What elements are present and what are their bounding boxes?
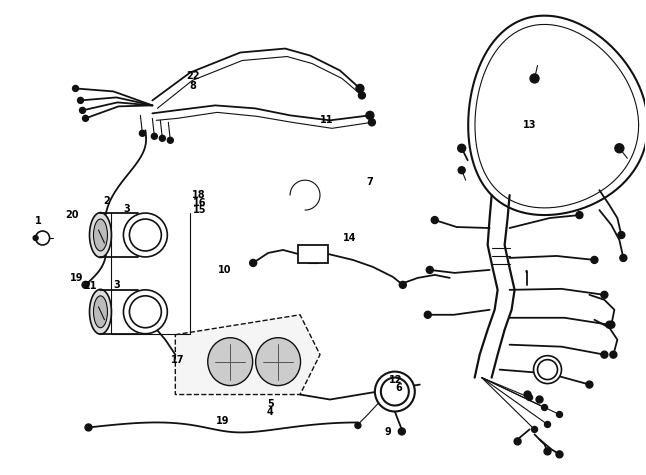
Circle shape <box>432 217 438 224</box>
Circle shape <box>601 291 608 298</box>
Circle shape <box>586 381 593 388</box>
Circle shape <box>83 115 89 121</box>
Ellipse shape <box>90 213 112 257</box>
Text: 20: 20 <box>65 210 78 220</box>
Ellipse shape <box>256 338 300 386</box>
Ellipse shape <box>208 338 253 386</box>
Circle shape <box>537 360 557 380</box>
Circle shape <box>249 259 256 266</box>
Circle shape <box>72 86 79 91</box>
Circle shape <box>576 211 583 218</box>
Text: 13: 13 <box>523 120 536 130</box>
Circle shape <box>426 266 433 274</box>
Circle shape <box>608 321 615 328</box>
Circle shape <box>514 438 521 445</box>
Bar <box>298 245 328 263</box>
Circle shape <box>129 219 162 251</box>
Text: 4: 4 <box>267 407 273 417</box>
Circle shape <box>151 133 158 139</box>
Text: 7: 7 <box>366 177 373 187</box>
Circle shape <box>368 119 375 126</box>
Circle shape <box>610 351 617 358</box>
Text: 19: 19 <box>216 416 230 426</box>
Polygon shape <box>175 315 320 395</box>
Text: 17: 17 <box>171 355 185 365</box>
Text: 10: 10 <box>218 265 232 275</box>
Circle shape <box>526 395 532 400</box>
Circle shape <box>129 296 162 328</box>
Circle shape <box>536 396 543 403</box>
Circle shape <box>123 213 167 257</box>
Circle shape <box>399 281 406 288</box>
Text: 3: 3 <box>113 280 120 290</box>
Circle shape <box>366 111 374 119</box>
Text: 11: 11 <box>320 115 333 125</box>
Text: 8: 8 <box>189 81 196 91</box>
Circle shape <box>399 428 405 435</box>
Circle shape <box>82 281 89 288</box>
Circle shape <box>36 231 50 245</box>
Circle shape <box>375 371 415 411</box>
Circle shape <box>534 356 561 384</box>
Circle shape <box>381 378 409 406</box>
Text: 22: 22 <box>186 71 200 82</box>
Circle shape <box>140 130 145 136</box>
Circle shape <box>355 422 361 428</box>
Text: 16: 16 <box>193 199 206 209</box>
Text: 14: 14 <box>343 233 357 244</box>
Text: 12: 12 <box>388 375 402 385</box>
Circle shape <box>79 107 85 114</box>
Circle shape <box>620 255 627 261</box>
Circle shape <box>458 144 466 152</box>
Circle shape <box>359 92 366 99</box>
Circle shape <box>123 290 167 334</box>
Circle shape <box>458 167 465 174</box>
Text: 21: 21 <box>83 281 96 291</box>
Circle shape <box>33 236 38 240</box>
Circle shape <box>545 421 550 428</box>
Circle shape <box>606 321 613 328</box>
Circle shape <box>591 256 598 264</box>
Text: 9: 9 <box>384 427 391 437</box>
Text: 3: 3 <box>123 204 130 214</box>
Text: 15: 15 <box>193 205 206 215</box>
Text: 18: 18 <box>193 190 206 200</box>
Text: 2: 2 <box>103 196 110 206</box>
Circle shape <box>541 405 548 410</box>
Circle shape <box>615 144 624 153</box>
Text: 6: 6 <box>396 383 402 393</box>
Circle shape <box>601 351 608 358</box>
Circle shape <box>524 391 531 398</box>
Circle shape <box>356 85 364 93</box>
Circle shape <box>530 74 539 83</box>
Circle shape <box>544 448 551 455</box>
Circle shape <box>85 424 92 431</box>
Circle shape <box>618 231 625 238</box>
Text: 1: 1 <box>35 216 41 226</box>
Ellipse shape <box>90 289 112 334</box>
Circle shape <box>167 137 173 143</box>
Ellipse shape <box>94 296 107 328</box>
Ellipse shape <box>94 219 107 251</box>
Circle shape <box>424 311 432 318</box>
Text: 5: 5 <box>267 399 273 409</box>
Circle shape <box>160 135 165 141</box>
Circle shape <box>532 427 537 432</box>
Circle shape <box>556 451 563 458</box>
Circle shape <box>78 97 83 104</box>
Text: 19: 19 <box>70 273 83 283</box>
Circle shape <box>556 411 563 418</box>
